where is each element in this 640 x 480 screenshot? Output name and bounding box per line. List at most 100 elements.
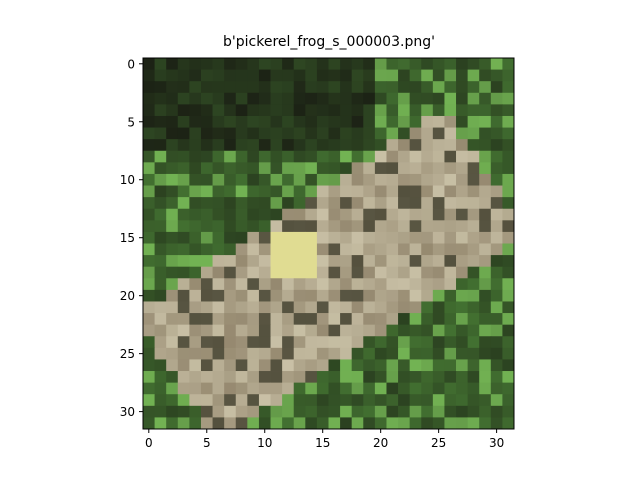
image-pixel <box>328 231 341 244</box>
image-pixel <box>398 301 411 314</box>
image-pixel <box>235 220 248 233</box>
image-pixel <box>212 417 225 430</box>
image-pixel <box>189 359 202 372</box>
image-pixel <box>444 347 457 360</box>
image-pixel <box>467 255 480 268</box>
image-pixel <box>212 150 225 163</box>
image-pixel <box>456 150 469 163</box>
image-pixel <box>386 185 399 198</box>
image-pixel <box>270 324 283 337</box>
image-pixel <box>490 313 503 326</box>
image-pixel <box>444 173 457 186</box>
image-pixel <box>293 347 306 360</box>
image-pixel <box>328 336 341 349</box>
image-pixel <box>421 81 434 94</box>
image-pixel <box>490 405 503 418</box>
image-pixel <box>467 92 480 105</box>
image-pixel <box>282 336 295 349</box>
image-pixel <box>328 394 341 407</box>
image-pixel <box>305 139 318 152</box>
image-pixel <box>154 336 167 349</box>
image-pixel <box>374 104 387 117</box>
image-pixel <box>212 301 225 314</box>
image-pixel <box>247 69 260 82</box>
image-pixel <box>282 220 295 233</box>
image-pixel <box>421 347 434 360</box>
image-pixel <box>270 394 283 407</box>
image-pixel <box>154 139 167 152</box>
image-pixel <box>421 255 434 268</box>
image-pixel <box>200 336 213 349</box>
image-pixel <box>398 313 411 326</box>
image-pixel <box>189 208 202 221</box>
image-pixel <box>258 104 271 117</box>
image-pixel <box>270 173 283 186</box>
image-pixel <box>282 243 295 256</box>
image-pixel <box>386 417 399 430</box>
image-pixel <box>212 243 225 256</box>
image-pixel <box>282 231 295 244</box>
image-pixel <box>421 417 434 430</box>
image-pixel <box>224 69 237 82</box>
image-pixel <box>212 58 225 70</box>
image-pixel <box>444 69 457 82</box>
image-pixel <box>421 405 434 418</box>
image-pixel <box>316 417 329 430</box>
image-pixel <box>502 417 515 430</box>
image-pixel <box>200 81 213 94</box>
image-pixel <box>409 313 422 326</box>
image-pixel <box>479 139 492 152</box>
image-pixel <box>421 185 434 198</box>
image-pixel <box>316 301 329 314</box>
image-pixel <box>143 243 155 256</box>
image-pixel <box>224 359 237 372</box>
image-pixel <box>374 278 387 291</box>
image-pixel <box>398 58 411 70</box>
image-pixel <box>432 289 445 302</box>
image-pixel <box>305 81 318 94</box>
image-pixel <box>398 162 411 175</box>
image-pixel <box>351 127 364 140</box>
image-pixel <box>467 197 480 210</box>
image-pixel <box>490 208 503 221</box>
image-pixel <box>305 278 318 291</box>
image-pixel <box>270 371 283 384</box>
image-pixel <box>328 81 341 94</box>
image-pixel <box>409 208 422 221</box>
image-pixel <box>363 394 376 407</box>
image-pixel <box>154 162 167 175</box>
image-pixel <box>200 150 213 163</box>
image-pixel <box>444 255 457 268</box>
image-pixel <box>143 313 155 326</box>
image-pixel <box>154 127 167 140</box>
image-pixel <box>456 313 469 326</box>
image-pixel <box>282 347 295 360</box>
image-pixel <box>154 405 167 418</box>
image-pixel <box>467 243 480 256</box>
image-pixel <box>177 394 190 407</box>
image-pixel <box>189 150 202 163</box>
image-pixel <box>398 324 411 337</box>
image-pixel <box>293 185 306 198</box>
image-pixel <box>502 104 515 117</box>
image-pixel <box>456 69 469 82</box>
image-pixel <box>143 255 155 268</box>
image-pixel <box>409 301 422 314</box>
image-pixel <box>305 173 318 186</box>
image-pixel <box>166 336 179 349</box>
image-pixel <box>270 336 283 349</box>
image-pixel <box>398 173 411 186</box>
image-pixel <box>247 115 260 128</box>
image-pixel <box>409 382 422 395</box>
image-pixel <box>154 359 167 372</box>
image-pixel <box>398 220 411 233</box>
image-pixel <box>386 92 399 105</box>
image-pixel <box>166 266 179 279</box>
image-pixel <box>212 208 225 221</box>
image-pixel <box>200 92 213 105</box>
image-pixel <box>282 173 295 186</box>
image-pixel <box>293 92 306 105</box>
image-pixel <box>212 139 225 152</box>
image-pixel <box>235 278 248 291</box>
